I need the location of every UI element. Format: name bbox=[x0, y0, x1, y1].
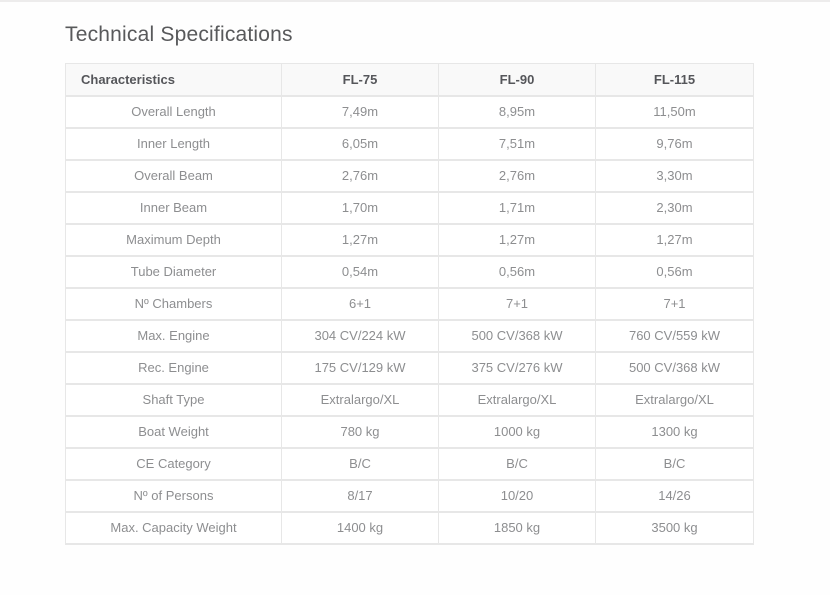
cell-value: 760 CV/559 kW bbox=[595, 319, 754, 353]
cell-value: 7,51m bbox=[438, 127, 596, 161]
row-label: Boat Weight bbox=[65, 415, 282, 449]
row-label: Max. Engine bbox=[65, 319, 282, 353]
cell-value: 8/17 bbox=[281, 479, 439, 513]
table-row: Tube Diameter 0,54m 0,56m 0,56m bbox=[65, 255, 754, 289]
row-label: Shaft Type bbox=[65, 383, 282, 417]
row-label: CE Category bbox=[65, 447, 282, 481]
cell-value: Extralargo/XL bbox=[438, 383, 596, 417]
technical-specifications-table: Characteristics FL-75 FL-90 FL-115 Overa… bbox=[65, 63, 754, 545]
cell-value: 175 CV/129 kW bbox=[281, 351, 439, 385]
cell-value: 1,70m bbox=[281, 191, 439, 225]
page-title: Technical Specifications bbox=[65, 23, 293, 46]
cell-value: 11,50m bbox=[595, 95, 754, 129]
row-label: Overall Beam bbox=[65, 159, 282, 193]
row-label: Rec. Engine bbox=[65, 351, 282, 385]
cell-value: 8,95m bbox=[438, 95, 596, 129]
table-row: Rec. Engine 175 CV/129 kW 375 CV/276 kW … bbox=[65, 351, 754, 385]
table-row: Max. Engine 304 CV/224 kW 500 CV/368 kW … bbox=[65, 319, 754, 353]
cell-value: 3,30m bbox=[595, 159, 754, 193]
table-row: Inner Beam 1,70m 1,71m 2,30m bbox=[65, 191, 754, 225]
cell-value: 1,27m bbox=[438, 223, 596, 257]
table-row: Boat Weight 780 kg 1000 kg 1300 kg bbox=[65, 415, 754, 449]
cell-value: 500 CV/368 kW bbox=[438, 319, 596, 353]
cell-value: 1,27m bbox=[281, 223, 439, 257]
row-label: Inner Length bbox=[65, 127, 282, 161]
cell-value: 1,27m bbox=[595, 223, 754, 257]
cell-value: B/C bbox=[595, 447, 754, 481]
table-row: Inner Length 6,05m 7,51m 9,76m bbox=[65, 127, 754, 161]
cell-value: 7,49m bbox=[281, 95, 439, 129]
cell-value: B/C bbox=[281, 447, 439, 481]
cell-value: B/C bbox=[438, 447, 596, 481]
row-label: Nº of Persons bbox=[65, 479, 282, 513]
cell-value: 1,71m bbox=[438, 191, 596, 225]
row-label: Tube Diameter bbox=[65, 255, 282, 289]
cell-value: Extralargo/XL bbox=[281, 383, 439, 417]
table-row: Overall Length 7,49m 8,95m 11,50m bbox=[65, 95, 754, 129]
column-header-characteristics: Characteristics bbox=[65, 63, 282, 97]
cell-value: 0,56m bbox=[595, 255, 754, 289]
cell-value: 1300 kg bbox=[595, 415, 754, 449]
row-label: Overall Length bbox=[65, 95, 282, 129]
cell-value: 0,56m bbox=[438, 255, 596, 289]
cell-value: 14/26 bbox=[595, 479, 754, 513]
cell-value: 1850 kg bbox=[438, 511, 596, 545]
cell-value: 10/20 bbox=[438, 479, 596, 513]
cell-value: 7+1 bbox=[438, 287, 596, 321]
cell-value: Extralargo/XL bbox=[595, 383, 754, 417]
column-header-fl-115: FL-115 bbox=[595, 63, 754, 97]
cell-value: 304 CV/224 kW bbox=[281, 319, 439, 353]
cell-value: 3500 kg bbox=[595, 511, 754, 545]
cell-value: 2,30m bbox=[595, 191, 754, 225]
cell-value: 9,76m bbox=[595, 127, 754, 161]
table-row: Nº of Persons 8/17 10/20 14/26 bbox=[65, 479, 754, 513]
cell-value: 0,54m bbox=[281, 255, 439, 289]
cell-value: 500 CV/368 kW bbox=[595, 351, 754, 385]
column-header-fl-90: FL-90 bbox=[438, 63, 596, 97]
cell-value: 1000 kg bbox=[438, 415, 596, 449]
cell-value: 375 CV/276 kW bbox=[438, 351, 596, 385]
table-row: CE Category B/C B/C B/C bbox=[65, 447, 754, 481]
cell-value: 6+1 bbox=[281, 287, 439, 321]
table-row: Nº Chambers 6+1 7+1 7+1 bbox=[65, 287, 754, 321]
table-row: Maximum Depth 1,27m 1,27m 1,27m bbox=[65, 223, 754, 257]
table-row: Shaft Type Extralargo/XL Extralargo/XL E… bbox=[65, 383, 754, 417]
row-label: Maximum Depth bbox=[65, 223, 282, 257]
cell-value: 6,05m bbox=[281, 127, 439, 161]
cell-value: 2,76m bbox=[438, 159, 596, 193]
table-header-row: Characteristics FL-75 FL-90 FL-115 bbox=[65, 63, 754, 97]
cell-value: 2,76m bbox=[281, 159, 439, 193]
content-section: Technical Specifications Characteristics… bbox=[65, 2, 754, 545]
cell-value: 780 kg bbox=[281, 415, 439, 449]
column-header-fl-75: FL-75 bbox=[281, 63, 439, 97]
cell-value: 7+1 bbox=[595, 287, 754, 321]
cell-value: 1400 kg bbox=[281, 511, 439, 545]
row-label: Max. Capacity Weight bbox=[65, 511, 282, 545]
table-row: Overall Beam 2,76m 2,76m 3,30m bbox=[65, 159, 754, 193]
row-label: Nº Chambers bbox=[65, 287, 282, 321]
row-label: Inner Beam bbox=[65, 191, 282, 225]
table-row: Max. Capacity Weight 1400 kg 1850 kg 350… bbox=[65, 511, 754, 545]
